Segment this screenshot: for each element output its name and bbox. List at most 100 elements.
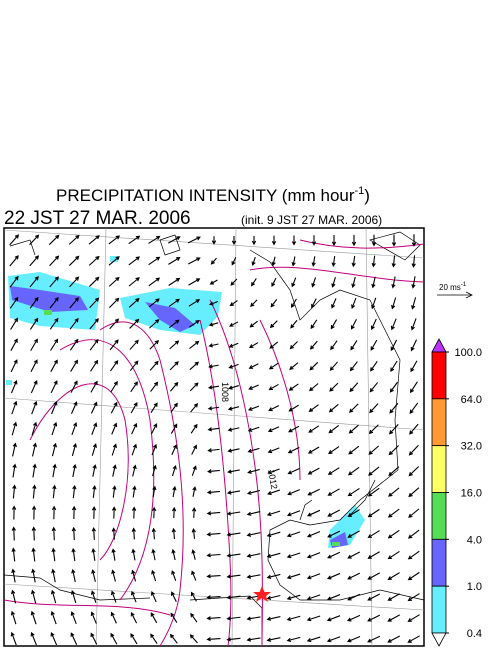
wind-arrow (50, 610, 57, 625)
wind-arrow (407, 550, 420, 560)
wind-arrow (369, 403, 379, 414)
wind-arrow (328, 446, 340, 455)
wind-arrow (90, 632, 98, 645)
wind-arrow (31, 568, 36, 583)
wind-arrow (29, 234, 40, 246)
wind-arrow (266, 594, 281, 600)
wind-arrow (168, 298, 180, 308)
wind-arrow (50, 631, 58, 646)
wind-arrow (247, 468, 260, 474)
wind-arrow (51, 442, 57, 457)
wind-scale-label: 20 ms-1 (439, 282, 467, 292)
wind-arrow (327, 488, 340, 496)
wind-arrow (408, 487, 420, 498)
wind-arrow (367, 614, 381, 622)
wind-arrow (70, 380, 78, 393)
wind-arrow (411, 234, 417, 247)
wind-arrow (168, 236, 181, 244)
wind-scale-exponent: -1 (461, 282, 467, 288)
wind-arrow (347, 572, 361, 580)
wind-arrow (70, 401, 78, 414)
wind-arrow (206, 532, 221, 537)
wind-arrow (52, 463, 57, 478)
wind-arrow (170, 402, 178, 413)
colorbar-label: 100.0 (454, 347, 482, 359)
wind-arrow (306, 530, 321, 538)
wind-arrow (387, 593, 400, 601)
wind-arrow (12, 442, 17, 457)
wind-arrow (410, 318, 417, 331)
wind-arrow (367, 487, 380, 497)
wind-arrow (88, 276, 100, 287)
wind-arrow (148, 298, 160, 308)
wind-arrow (168, 319, 180, 329)
wind-arrow (327, 467, 340, 475)
wind-arrow (387, 551, 400, 560)
wind-arrow (190, 423, 198, 434)
wind-arrow (189, 340, 200, 349)
wind-arrow (10, 317, 19, 330)
wind-arrow (329, 382, 339, 392)
wind-arrow (110, 590, 117, 603)
wind-arrow (69, 297, 79, 309)
wind-arrow (388, 424, 399, 435)
colorbar-label: 16.0 (461, 488, 482, 500)
wind-arrow (171, 527, 176, 540)
wind-arrow (226, 490, 241, 495)
wind-arrow (407, 529, 420, 539)
wind-arrow (189, 634, 198, 644)
wind-arrow (51, 505, 57, 520)
wind-arrow (271, 235, 277, 246)
wind-arrow (51, 526, 56, 541)
wind-arrow (307, 509, 321, 517)
wind-arrow (32, 463, 37, 478)
title-exponent: -1 (355, 185, 365, 197)
wind-arrow (407, 635, 420, 643)
wind-arrow (408, 444, 419, 456)
wind-arrow (287, 489, 300, 496)
wind-arrow (290, 298, 297, 309)
wind-scale-main: 20 ms (439, 283, 461, 292)
wind-arrow (390, 360, 398, 372)
wind-arrow (308, 383, 319, 392)
wind-arrow (90, 590, 97, 603)
wind-arrow (31, 421, 38, 436)
wind-arrow (49, 296, 59, 309)
wind-arrow (171, 465, 177, 477)
wind-arrow (346, 636, 361, 643)
wind-arrow (247, 447, 260, 453)
wind-arrow (230, 278, 238, 286)
wind-arrow (307, 467, 320, 475)
wind-arrow (286, 594, 301, 601)
wind-arrow (391, 297, 397, 310)
wind-arrow (151, 548, 156, 561)
wind-arrow (227, 469, 240, 474)
wind-arrow (91, 422, 98, 435)
wind-arrow (407, 593, 420, 602)
wind-arrow (12, 484, 17, 499)
wind-arrow (266, 573, 281, 579)
wind-arrow (190, 612, 198, 623)
wind-arrow (407, 614, 420, 622)
wind-arrow (368, 424, 379, 435)
wind-arrow (71, 568, 76, 583)
coastline (3, 231, 425, 646)
wind-arrow (367, 551, 380, 559)
wind-arrow (130, 633, 138, 645)
wind-arrow (29, 276, 39, 288)
wind-arrow (150, 612, 158, 624)
wind-arrow (287, 468, 300, 475)
wind-arrow (11, 568, 16, 583)
wind-arrow (150, 402, 158, 414)
wind-arrow (29, 317, 39, 330)
wind-arrow (310, 319, 318, 330)
wind-arrow (169, 340, 180, 350)
wind-arrow (49, 276, 59, 288)
wind-arrow (190, 591, 197, 602)
wind-arrow (129, 318, 140, 329)
wind-arrow (267, 447, 280, 454)
wind-arrow (331, 277, 336, 288)
wind-arrow (110, 611, 117, 624)
wind-arrow (231, 236, 237, 246)
wind-arrow (30, 338, 38, 351)
